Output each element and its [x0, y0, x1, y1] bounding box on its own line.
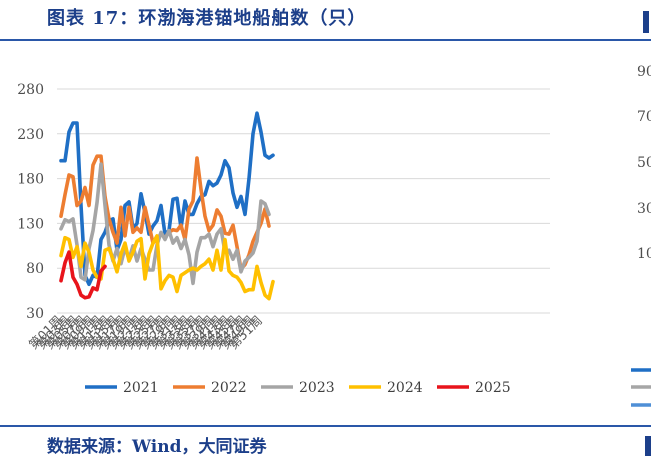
legend-label-2024: 2024: [387, 380, 423, 396]
footer-rule: [0, 425, 651, 427]
y-tick-label: 180: [17, 172, 44, 188]
adjacent-footer-fragment: [645, 436, 651, 456]
legend-label-2021: 2021: [123, 380, 159, 396]
adjacent-chart-fragment: 90 70 50 30 10: [613, 0, 651, 467]
series-line-2021: [59, 111, 275, 287]
adjacent-y-tick: 10: [637, 246, 651, 262]
legend-label-2025: 2025: [475, 380, 511, 396]
adjacent-y-tick: 90: [637, 64, 651, 80]
y-tick-label: 280: [17, 82, 44, 98]
chart-title: 图表 17：环渤海港锚地船舶数（只）: [47, 8, 367, 29]
legend-label-2023: 2023: [299, 380, 335, 396]
series-line-2023: [59, 162, 271, 286]
adjacent-y-tick: 50: [637, 155, 651, 171]
adjacent-y-tick: 30: [637, 201, 651, 217]
y-tick-label: 80: [26, 261, 44, 277]
source-note: 数据来源：Wind，大同证券: [47, 437, 267, 457]
adjacent-title-fragment: [643, 11, 649, 33]
y-tick-label: 230: [17, 127, 44, 143]
series-line-2024: [59, 234, 275, 301]
legend-label-2022: 2022: [211, 380, 247, 396]
y-tick-label: 130: [17, 216, 44, 232]
y-tick-label: 30: [26, 306, 44, 322]
adjacent-y-tick: 70: [637, 109, 651, 125]
series-line-2025: [59, 250, 107, 300]
header-rule: [0, 39, 651, 41]
